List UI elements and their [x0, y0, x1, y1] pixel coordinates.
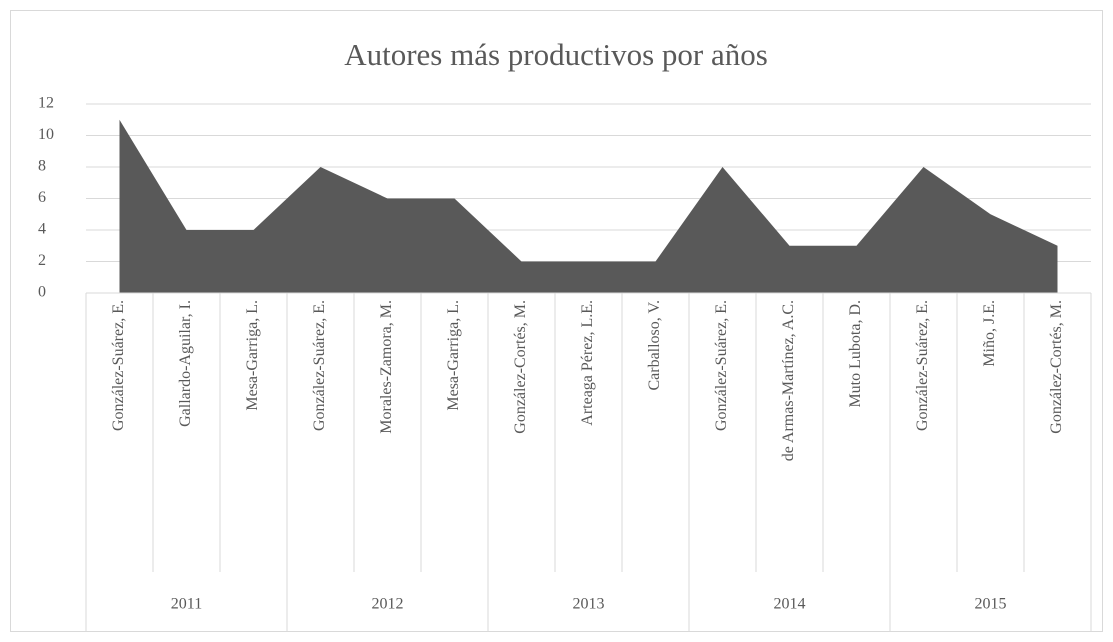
x-tick-label: Muto Lubota, D. [847, 300, 864, 408]
x-group-label: 2013 [573, 596, 605, 613]
x-tick-label: González-Suárez, E. [110, 300, 127, 431]
chart-title: Autores más productivos por años [344, 37, 768, 72]
chart-border [10, 10, 1103, 632]
x-tick-label: Mesa-Garriga, L. [445, 300, 462, 411]
x-tick-label: González-Suárez, E. [713, 300, 730, 431]
x-group-label: 2015 [975, 596, 1007, 613]
y-tick-label: 0 [38, 284, 46, 301]
x-tick-label: Gallardo-Aguilar, I. [177, 300, 194, 427]
x-tick-label: González-Suárez, E. [311, 300, 328, 431]
x-group-label: 2011 [171, 596, 202, 613]
area [119, 119, 1058, 293]
x-group-label: 2012 [372, 596, 404, 613]
y-tick-label: 6 [38, 189, 46, 206]
x-tick-label: Carballoso, V. [646, 300, 663, 391]
x-tick-label: Miño, J.E. [981, 300, 998, 367]
x-tick-label: Mesa-Garriga, L. [244, 300, 261, 411]
y-tick-label: 2 [38, 252, 46, 269]
x-group-label: 2014 [774, 596, 806, 613]
y-tick-label: 12 [38, 95, 54, 112]
y-tick-label: 8 [38, 158, 46, 175]
x-tick-label: González-Suárez, E. [914, 300, 931, 431]
y-tick-label: 10 [38, 126, 54, 143]
x-tick-label: de Armas-Martínez, A.C. [780, 300, 797, 461]
x-tick-label: Morales-Zamora, M. [378, 300, 395, 434]
y-tick-label: 4 [38, 221, 46, 238]
x-tick-label: Arteaga Pérez, L.E. [579, 300, 596, 426]
x-tick-label: González-Cortés, M. [512, 300, 529, 434]
x-tick-label: González-Cortés, M. [1048, 300, 1065, 434]
